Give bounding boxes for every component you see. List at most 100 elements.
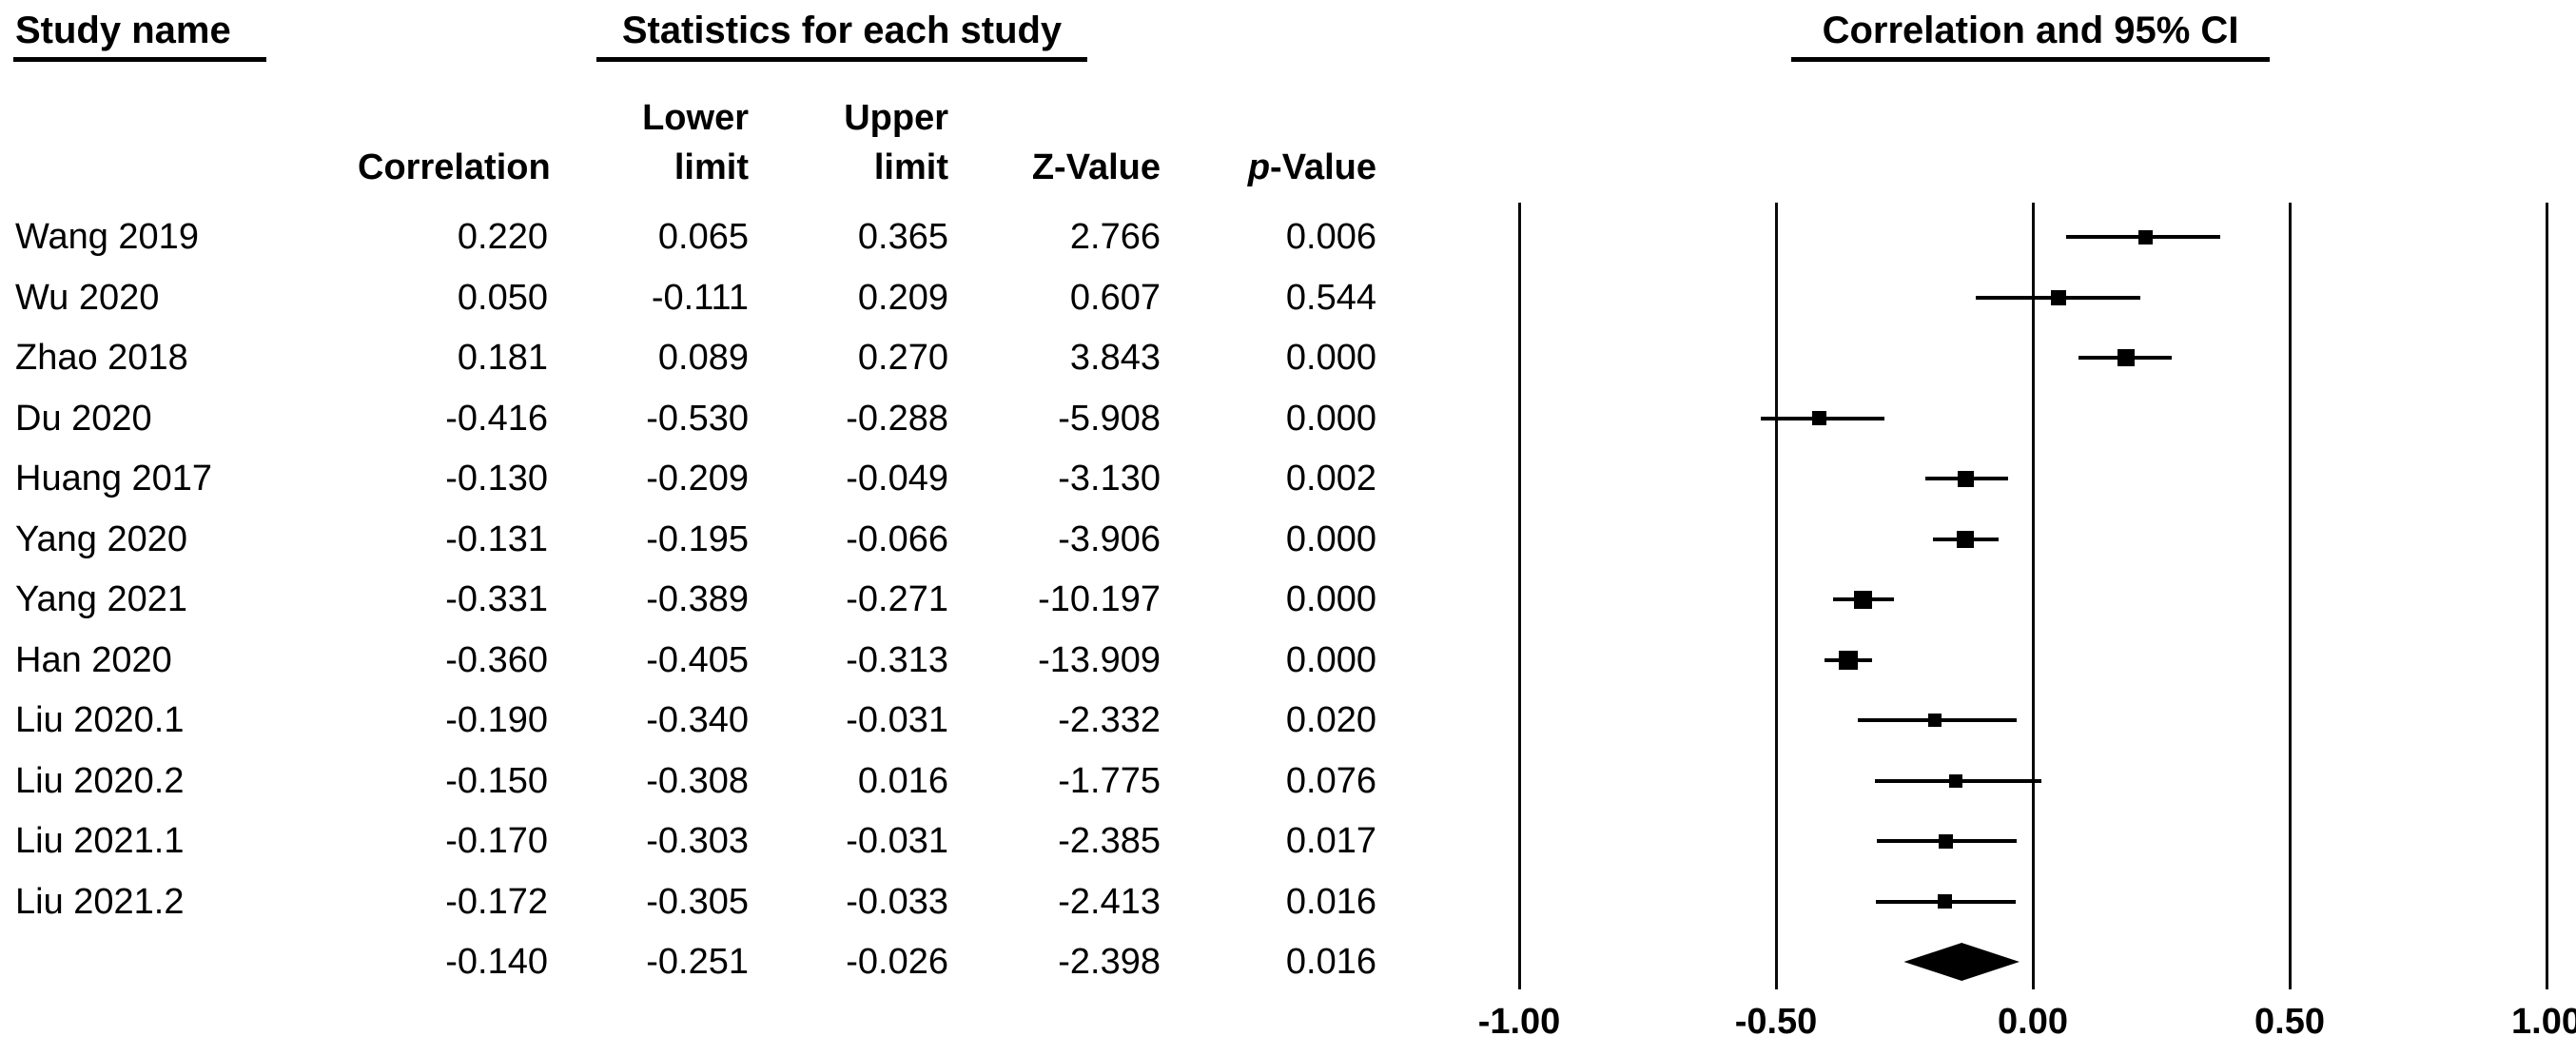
study-row-upper: -0.049: [846, 459, 948, 499]
study-row-upper: -0.031: [846, 821, 948, 861]
effect-square: [1811, 411, 1826, 425]
study-row-correlation: -0.170: [445, 821, 548, 861]
effect-square: [1957, 530, 1975, 548]
lower-limit-header-line2: limit: [673, 147, 749, 187]
study-row-z: 3.843: [1069, 338, 1161, 378]
study-row-p: 0.020: [1285, 700, 1376, 740]
study-row-name: Wang 2019: [15, 217, 199, 257]
study-row-name: Huang 2017: [15, 459, 213, 499]
study-row-p: 0.016: [1285, 881, 1376, 922]
axis-tick-label: 1.00: [2511, 1002, 2576, 1042]
overall-row-correlation: -0.140: [445, 942, 548, 982]
effect-square: [1938, 833, 1953, 849]
overall-row-z: -2.398: [1058, 942, 1161, 982]
study-row-upper: 0.270: [857, 338, 948, 378]
study-row: Huang 2017 -0.130 -0.209 -0.049 -3.130 0.002: [0, 454, 1389, 503]
study-row-name: Yang 2020: [15, 518, 188, 559]
effect-square: [1853, 590, 1872, 609]
study-row-correlation: -0.150: [445, 760, 548, 801]
study-row-p: 0.076: [1285, 760, 1376, 801]
study-row-p: 0.000: [1285, 639, 1376, 680]
study-row-upper: 0.365: [857, 217, 948, 257]
study-row-z: -10.197: [1038, 579, 1161, 619]
effect-square: [1949, 773, 1962, 788]
study-row: Liu 2020.2 -0.150 -0.308 0.016 -1.775 0.076: [0, 756, 1389, 806]
study-row: Yang 2020 -0.131 -0.195 -0.066 -3.906 0.000: [0, 515, 1389, 564]
overall-row: -0.140 -0.251 -0.026 -2.398 0.016: [0, 937, 1389, 987]
upper-limit-header-line2: limit: [873, 147, 948, 187]
study-row-lower: -0.303: [646, 821, 749, 861]
study-row-correlation: -0.331: [445, 579, 548, 619]
study-row: Liu 2021.2 -0.172 -0.305 -0.033 -2.413 0.016: [0, 877, 1389, 927]
study-row-lower: 0.089: [657, 338, 749, 378]
study-row-upper: -0.288: [846, 398, 948, 439]
gridline: [2288, 203, 2292, 989]
effect-square: [2138, 229, 2154, 244]
study-row-correlation: -0.131: [445, 518, 548, 559]
study-row-name: Liu 2020.2: [15, 760, 185, 801]
study-row: Yang 2021 -0.331 -0.389 -0.271 -10.197 0.000: [0, 575, 1389, 624]
study-row: Liu 2021.1 -0.170 -0.303 -0.031 -2.385 0.017: [0, 816, 1389, 866]
study-row: Du 2020 -0.416 -0.530 -0.288 -5.908 0.000: [0, 394, 1389, 443]
study-row-correlation: 0.050: [457, 277, 548, 318]
study-name-header-underline: [13, 57, 266, 62]
study-row-z: -2.385: [1058, 821, 1161, 861]
study-row-p: 0.000: [1285, 398, 1376, 439]
study-row-lower: -0.389: [646, 579, 749, 619]
statistics-header: Statistics for each study: [621, 10, 1063, 51]
study-row: Zhao 2018 0.181 0.089 0.270 3.843 0.000: [0, 333, 1389, 382]
study-row-z: -2.332: [1058, 700, 1161, 740]
study-row-lower: 0.065: [657, 217, 749, 257]
study-row-p: 0.006: [1285, 217, 1376, 257]
study-row-upper: -0.271: [846, 579, 948, 619]
study-row-correlation: -0.190: [445, 700, 548, 740]
effect-square: [1958, 470, 1975, 487]
study-row-name: Wu 2020: [15, 277, 160, 318]
study-row-upper: 0.209: [857, 277, 948, 318]
study-row-lower: -0.405: [646, 639, 749, 680]
study-row: Han 2020 -0.360 -0.405 -0.313 -13.909 0.000: [0, 636, 1389, 685]
study-row-upper: 0.016: [857, 760, 948, 801]
study-row-name: Zhao 2018: [15, 338, 188, 378]
study-row-lower: -0.209: [646, 459, 749, 499]
study-row: Liu 2020.1 -0.190 -0.340 -0.031 -2.332 0.020: [0, 695, 1389, 745]
study-row-name: Liu 2021.1: [15, 821, 185, 861]
ci-plot-header-underline: [1791, 57, 2270, 62]
study-row-upper: -0.033: [846, 881, 948, 922]
study-row-correlation: -0.130: [445, 459, 548, 499]
study-row-lower: -0.111: [651, 277, 749, 318]
gridline: [2545, 203, 2548, 989]
study-row-correlation: -0.416: [445, 398, 548, 439]
study-row-z: -1.775: [1058, 760, 1161, 801]
study-row-p: 0.000: [1285, 338, 1376, 378]
study-name-header: Study name: [15, 10, 231, 51]
study-row-lower: -0.195: [646, 518, 749, 559]
effect-square: [2051, 289, 2066, 305]
upper-limit-header-line1: Upper: [844, 98, 948, 138]
gridline: [2031, 203, 2035, 989]
study-row-z: 2.766: [1069, 217, 1161, 257]
study-row: Wang 2019 0.220 0.065 0.365 2.766 0.006: [0, 212, 1389, 262]
summary-diamond: [1903, 943, 2020, 981]
study-row-name: Liu 2021.2: [15, 881, 185, 922]
lower-limit-header-line1: Lower: [642, 98, 749, 138]
study-row: Wu 2020 0.050 -0.111 0.209 0.607 0.544: [0, 273, 1389, 323]
study-row-z: -3.906: [1058, 518, 1161, 559]
ci-plot-header: Correlation and 95% CI: [1822, 10, 2239, 51]
study-row-p: 0.002: [1285, 459, 1376, 499]
study-row-lower: -0.340: [646, 700, 749, 740]
study-row-p: 0.017: [1285, 821, 1376, 861]
effect-square: [2117, 349, 2135, 366]
study-row-lower: -0.308: [646, 760, 749, 801]
overall-row-upper: -0.026: [846, 942, 948, 982]
study-row-name: Du 2020: [15, 398, 152, 439]
overall-row-p: 0.016: [1285, 942, 1376, 982]
gridline: [1774, 203, 1778, 989]
overall-row-lower: -0.251: [646, 942, 749, 982]
study-row-z: 0.607: [1069, 277, 1161, 318]
study-row-p: 0.000: [1285, 579, 1376, 619]
correlation-header: Correlation: [358, 147, 551, 187]
study-row-upper: -0.066: [846, 518, 948, 559]
gridline: [1517, 203, 1521, 989]
axis-tick-label: 0.00: [1998, 1002, 2068, 1042]
